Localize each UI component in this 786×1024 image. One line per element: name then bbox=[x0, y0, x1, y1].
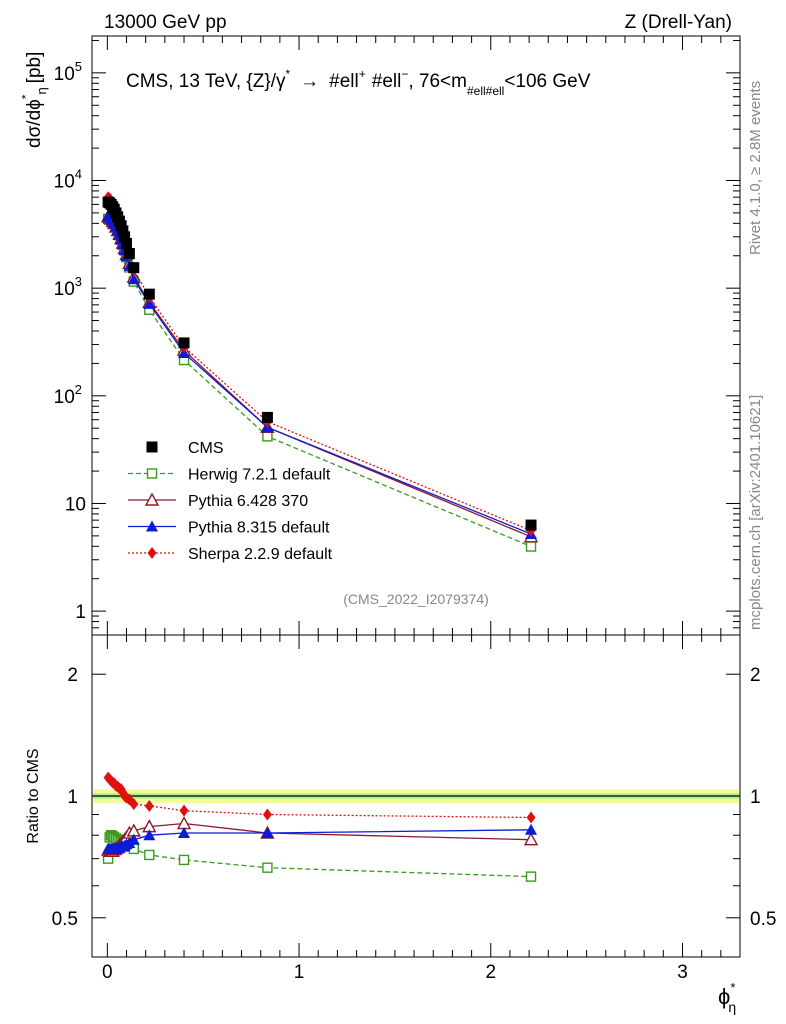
series-line-herwig-7-2-1-default bbox=[107, 834, 532, 878]
tick-labels: 1 10 102 103 104 105 0.5 0.5 1 1 2 2 0 1 2 3 bbox=[52, 59, 777, 983]
x-tick-label: 3 bbox=[677, 962, 688, 983]
point-herwig-7-2-1-default bbox=[525, 871, 537, 882]
series-line-herwig-7-2-1-default bbox=[108, 218, 532, 548]
plot-title: CMS, 13 TeV, {Z}/γ* → #ell+ #ell−, 76<m#ell… bbox=[126, 67, 591, 98]
series-line-pythia-8-315-default bbox=[108, 829, 532, 850]
point-cms bbox=[261, 411, 273, 423]
legend-label-pythia-8-315-default: Pythia 8.315 default bbox=[188, 520, 330, 537]
legend-marker-pythia-8-315-default bbox=[146, 520, 158, 532]
legend-marker-sherpa-2-2-9-default bbox=[147, 547, 157, 559]
legend-label-herwig-7-2-1-default: Herwig 7.2.1 default bbox=[188, 467, 331, 484]
y-tick-label: 1 bbox=[75, 602, 86, 623]
legend-marker-herwig-7-2-1-default bbox=[146, 468, 158, 479]
legend-label-cms: CMS bbox=[188, 440, 224, 457]
point-cms bbox=[119, 231, 131, 243]
series-line-pythia-6-428-370 bbox=[107, 216, 532, 538]
series-pythia-6-428-370 bbox=[100, 209, 539, 543]
point-pythia-6-428-370 bbox=[176, 816, 192, 830]
point-herwig-7-2-1-default bbox=[262, 431, 273, 442]
series-pythia-6-428-370 bbox=[100, 816, 539, 857]
ratio-y-tick-label: 0.5 bbox=[52, 909, 78, 930]
point-cms bbox=[128, 262, 140, 274]
point-cms bbox=[143, 288, 155, 300]
x-tick-label: 1 bbox=[294, 962, 305, 983]
point-herwig-7-2-1-default bbox=[144, 849, 155, 861]
point-sherpa-2-2-9-default bbox=[129, 798, 139, 811]
main-series-layer bbox=[100, 191, 539, 552]
series-pythia-8-315-default bbox=[102, 823, 538, 854]
point-pythia-8-315-default bbox=[127, 833, 140, 845]
legend-marker-cms bbox=[146, 441, 158, 453]
point-pythia-8-315-default bbox=[127, 273, 140, 285]
point-pythia-8-315-default bbox=[525, 823, 538, 835]
ratio-y-axis-label: Ratio to CMS bbox=[25, 748, 42, 843]
axis-ticks bbox=[92, 36, 741, 958]
header-left: 13000 GeV pp bbox=[104, 12, 227, 33]
point-herwig-7-2-1-default bbox=[525, 541, 537, 552]
y-tick-label: 103 bbox=[54, 274, 82, 300]
point-sherpa-2-2-9-default bbox=[262, 808, 272, 821]
ratio-uncertainty-band bbox=[92, 789, 740, 804]
mcplots-credit-text: mcplots.cern.ch [arXiv:2401.10621] bbox=[747, 395, 764, 630]
legend: CMS Herwig 7.2.1 default Pythia 6.428 370 P… bbox=[128, 440, 333, 563]
series-sherpa-2-2-9-default bbox=[103, 771, 536, 824]
x-axis-label: ϕ* η bbox=[718, 980, 736, 1015]
y-tick-label: 104 bbox=[54, 167, 82, 193]
ratio-y-tick-label: 2 bbox=[67, 665, 78, 686]
point-cms bbox=[178, 337, 190, 349]
series-sherpa-2-2-9-default bbox=[103, 191, 536, 537]
series-line-pythia-6-428-370 bbox=[107, 822, 532, 852]
point-sherpa-2-2-9-default bbox=[144, 799, 154, 812]
point-sherpa-2-2-9-default bbox=[179, 804, 189, 817]
point-pythia-6-428-370 bbox=[523, 832, 539, 846]
y-tick-label: 105 bbox=[54, 59, 82, 85]
x-tick-label: 2 bbox=[485, 962, 496, 983]
point-cms bbox=[525, 519, 537, 531]
point-pythia-8-315-default bbox=[178, 827, 191, 839]
ratio-y-tick-label-right: 1 bbox=[750, 787, 761, 808]
analysis-watermark: (CMS_2022_I2079374) bbox=[343, 591, 489, 607]
x-tick-label: 0 bbox=[102, 962, 113, 983]
point-cms bbox=[121, 237, 133, 249]
series-line-pythia-8-315-default bbox=[107, 215, 532, 535]
point-pythia-8-315-default bbox=[143, 829, 156, 841]
ratio-y-tick-label: 1 bbox=[67, 787, 78, 808]
series-pythia-8-315-default bbox=[102, 210, 538, 540]
y-tick-label: 102 bbox=[54, 382, 82, 408]
point-herwig-7-2-1-default bbox=[262, 862, 273, 873]
legend-label-sherpa-2-2-9-default: Sherpa 2.2.9 default bbox=[188, 546, 333, 563]
point-cms bbox=[123, 247, 135, 259]
series-cms bbox=[102, 196, 537, 531]
ratio-y-tick-label-right: 0.5 bbox=[750, 909, 776, 930]
ratio-series-layer bbox=[100, 771, 539, 882]
point-pythia-8-315-default bbox=[261, 827, 274, 839]
point-sherpa-2-2-9-default bbox=[526, 811, 536, 824]
legend-marker-pythia-6-428-370 bbox=[144, 492, 160, 506]
point-pythia-8-315-default bbox=[143, 297, 156, 309]
point-cms bbox=[117, 225, 129, 237]
y-axis-label: dσ/dϕ*η[pb] bbox=[19, 52, 49, 148]
legend-label-pythia-6-428-370: Pythia 6.428 370 bbox=[188, 493, 308, 510]
point-herwig-7-2-1-default bbox=[178, 854, 190, 866]
y-tick-label: 10 bbox=[65, 494, 86, 515]
ratio-y-tick-label-right: 2 bbox=[750, 665, 761, 686]
rivet-version-text: Rivet 4.1.0, ≥ 2.8M events bbox=[747, 81, 764, 255]
header-right: Z (Drell-Yan) bbox=[625, 12, 732, 33]
